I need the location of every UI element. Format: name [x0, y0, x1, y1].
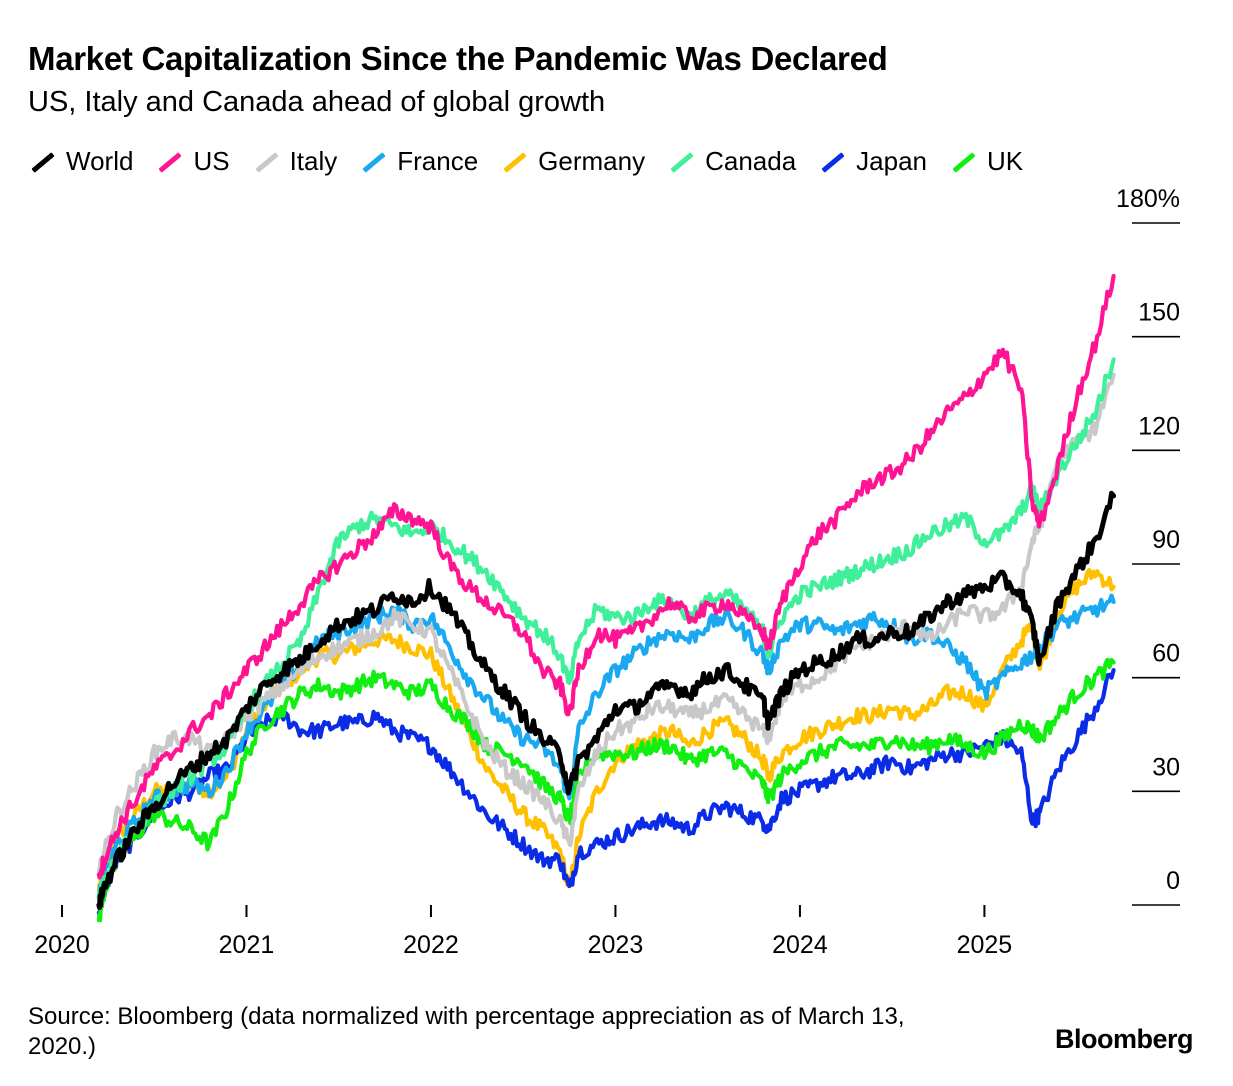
series-line-japan — [96, 668, 1116, 918]
legend-label-france: France — [397, 146, 479, 176]
series-line-italy — [96, 372, 1116, 877]
legend-item-france: France — [359, 146, 478, 177]
x-tick-label-4: 2024 — [772, 931, 828, 959]
series-line-us — [96, 273, 1116, 880]
legend-label-uk: UK — [987, 146, 1024, 176]
line-chart: 0 30 60 90 120 150 180% 2020 2021 2022 2023 2024 202… — [34, 185, 1180, 959]
y-tick-label-0: 0 — [1166, 867, 1180, 895]
source-note: Source: Bloomberg (data normalized with … — [28, 1003, 905, 1060]
legend: World US Italy France Germany Canada Jap… — [28, 146, 1045, 177]
bloomberg-logo: Bloomberg — [1054, 1024, 1194, 1054]
legend-label-canada: Canada — [705, 146, 797, 176]
x-tick-label-0: 2020 — [34, 931, 90, 959]
x-tick-label-3: 2023 — [588, 931, 644, 959]
legend-item-italy: Italy — [252, 146, 338, 177]
legend-item-world: World — [28, 146, 133, 177]
series-line-uk — [96, 657, 1116, 923]
y-tick-label-5: 150 — [1138, 299, 1180, 327]
legend-label-japan: Japan — [856, 146, 928, 176]
y-tick-label-6: 180% — [1116, 185, 1180, 213]
series-line-france — [96, 593, 1116, 900]
legend-label-us: US — [193, 146, 230, 176]
legend-label-germany: Germany — [538, 146, 646, 176]
chart-title: Market Capitalization Since the Pandemic… — [28, 40, 888, 77]
y-tick-label-2: 60 — [1152, 640, 1180, 668]
legend-item-canada: Canada — [667, 146, 796, 177]
y-tick-label-3: 90 — [1152, 526, 1180, 554]
x-tick-label-2: 2022 — [403, 931, 459, 959]
series-line-world — [96, 490, 1117, 910]
legend-label-world: World — [66, 146, 134, 176]
y-tick-label-1: 30 — [1152, 753, 1180, 781]
legend-label-italy: Italy — [289, 146, 338, 176]
x-tick-label-1: 2021 — [219, 931, 275, 959]
y-tick-label-4: 120 — [1138, 412, 1180, 440]
legend-item-uk: UK — [949, 146, 1023, 177]
legend-item-japan: Japan — [818, 146, 927, 177]
legend-item-us: US — [155, 146, 229, 177]
legend-item-germany: Germany — [500, 146, 645, 177]
chart-subtitle: US, Italy and Canada ahead of global gro… — [28, 86, 606, 118]
x-tick-label-5: 2025 — [957, 931, 1013, 959]
